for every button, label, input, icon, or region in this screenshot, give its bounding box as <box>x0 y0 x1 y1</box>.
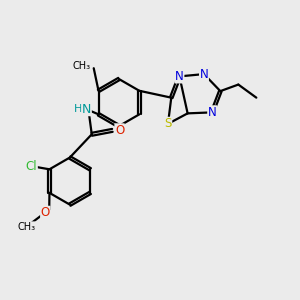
Text: N: N <box>82 103 91 116</box>
Text: Cl: Cl <box>26 160 37 172</box>
Text: O: O <box>115 124 124 137</box>
Text: S: S <box>164 117 172 130</box>
Text: N: N <box>175 70 184 83</box>
Text: CH₃: CH₃ <box>73 61 91 71</box>
Text: N: N <box>208 106 217 119</box>
Text: H: H <box>74 104 82 114</box>
Text: N: N <box>200 68 208 81</box>
Text: O: O <box>41 206 50 219</box>
Text: CH₃: CH₃ <box>17 222 35 232</box>
